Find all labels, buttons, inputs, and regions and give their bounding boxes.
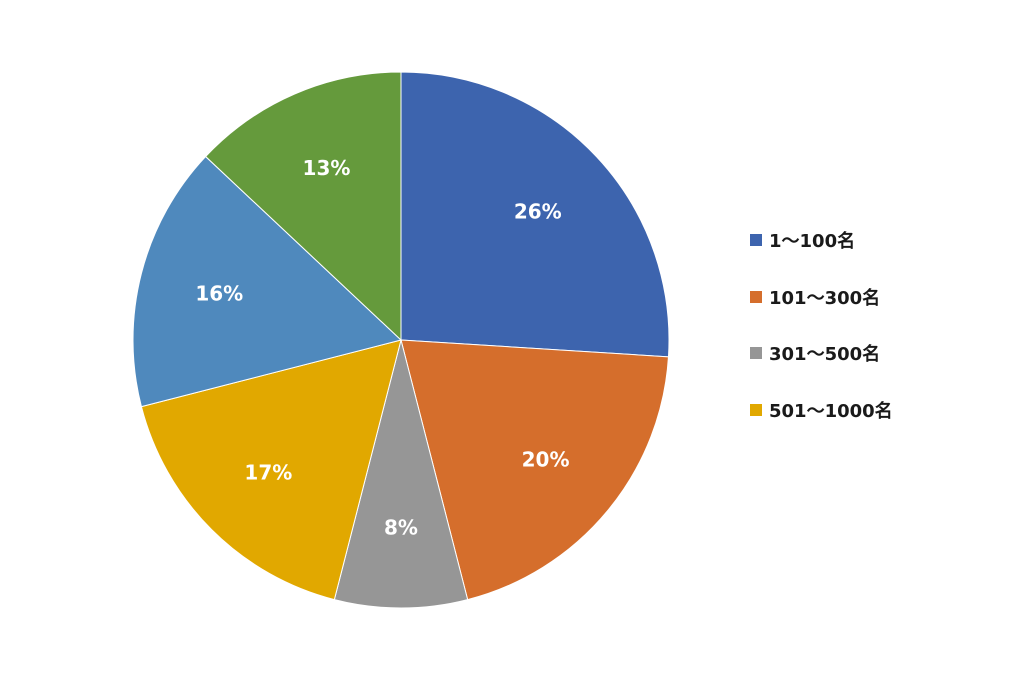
legend-entry-301-500: 301〜500名 — [750, 339, 893, 367]
slice-data-label: 20% — [522, 448, 570, 472]
legend-swatch — [750, 403, 762, 416]
slice-data-label: 13% — [303, 156, 351, 180]
legend-swatch — [750, 234, 762, 246]
pie-slice-0 — [400, 71, 670, 358]
slice-data-label: 26% — [514, 200, 562, 224]
pie-data-labels: 26% 20% 8% 17% 16% 13% — [195, 156, 569, 540]
legend-entry-101-300: 101〜300名 — [750, 283, 893, 311]
legend-label: 1〜100名 — [769, 231, 856, 252]
legend-label: 101〜300名 — [769, 287, 881, 309]
legend-entry-501-1000: 501〜1000名 — [750, 396, 893, 424]
pie-slice-1 — [400, 339, 670, 601]
pie-slice-4 — [132, 155, 403, 408]
legend-swatch — [750, 290, 762, 303]
slice-data-label: 16% — [195, 281, 243, 305]
slice-data-label: 17% — [244, 461, 292, 485]
slice-data-label: 8% — [384, 516, 418, 540]
pie-slices — [132, 71, 670, 609]
pie-slice-2 — [333, 339, 469, 609]
legend-entry-1-100: 1〜100名 — [750, 226, 893, 254]
legend-label: 501〜1000名 — [769, 400, 893, 422]
pie-slice-5 — [204, 71, 402, 342]
chart-legend: 1〜100名 101〜300名 301〜500名 501〜1000名 — [750, 226, 893, 452]
legend-swatch — [750, 347, 762, 359]
pie-slice-3 — [140, 339, 402, 601]
legend-label: 301〜500名 — [769, 344, 881, 365]
